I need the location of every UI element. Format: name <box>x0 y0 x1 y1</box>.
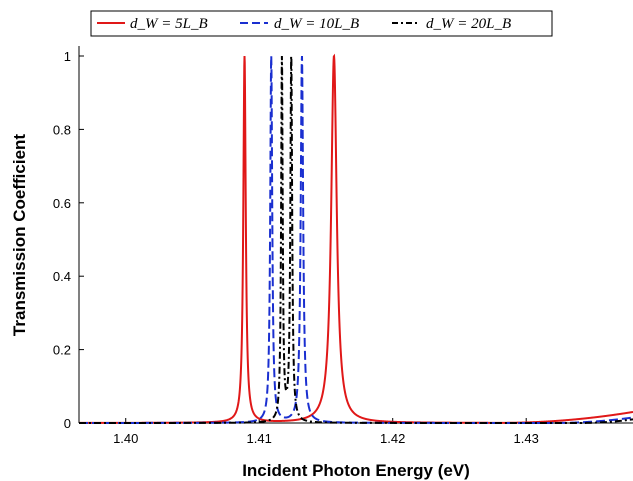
legend-label-10lb: d_W = 10L_B <box>274 16 359 32</box>
series-lines <box>79 53 633 424</box>
y-tick-label: 0.4 <box>53 269 71 284</box>
legend-label-5lb: d_W = 5L_B <box>130 16 208 32</box>
x-tick-label: 1.41 <box>247 431 272 446</box>
x-tick-label: 1.42 <box>380 431 405 446</box>
series-line-2 <box>79 55 633 424</box>
y-tick-label: 1 <box>64 49 71 64</box>
x-tick-label: 1.40 <box>113 431 138 446</box>
legend-box <box>90 10 553 37</box>
series-line-3 <box>79 55 633 424</box>
y-axis-label: Transmission Coefficient <box>10 134 29 336</box>
y-tick-label: 0.2 <box>53 343 71 358</box>
x-axis-label: Incident Photon Energy (eV) <box>242 461 470 480</box>
x-tick-label: 1.43 <box>514 431 539 446</box>
y-tick-label: 0 <box>64 416 71 431</box>
y-tick-label: 0.6 <box>53 196 71 211</box>
legend-label-20lb: d_W = 20L_B <box>426 16 511 32</box>
y-axis-ticks: 0 0.2 0.4 0.6 0.8 1 <box>53 49 84 431</box>
series-line-1 <box>79 53 633 424</box>
y-tick-label: 0.8 <box>53 122 71 137</box>
legend: d_W = 5L_B d_W = 10L_B d_W = 20L_B <box>90 10 553 37</box>
